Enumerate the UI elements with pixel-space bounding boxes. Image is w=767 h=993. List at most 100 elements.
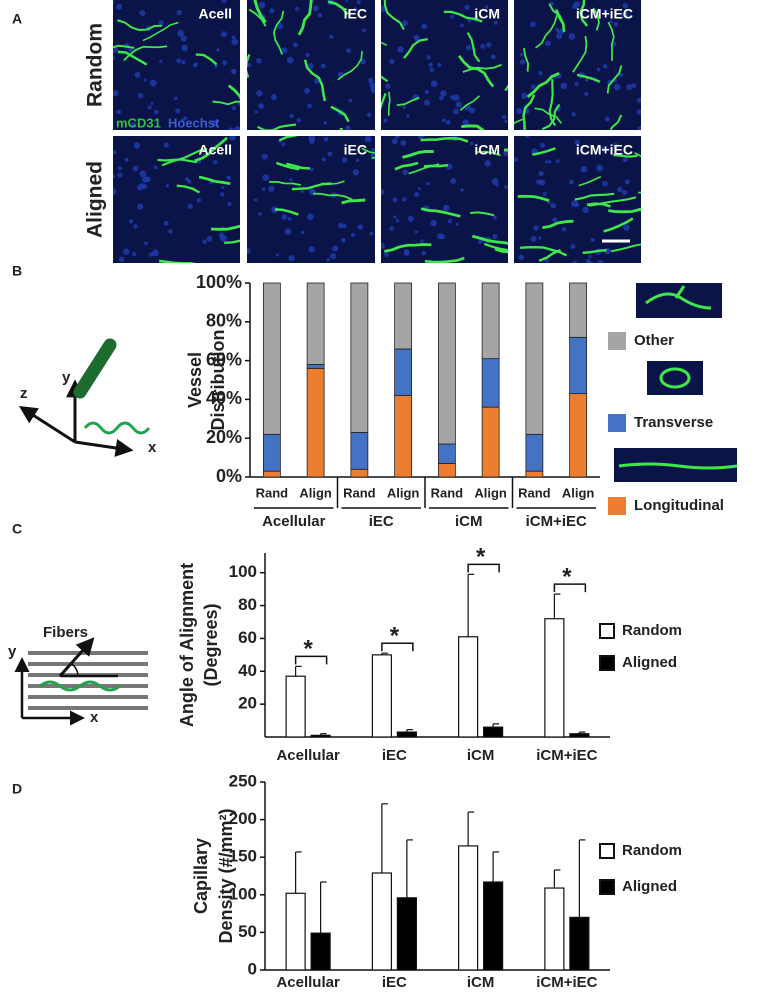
nucleus [480,43,486,49]
nucleus [441,118,446,123]
y-axis-title: (Degrees) [201,603,221,686]
axis-letter: x [90,709,99,726]
nucleus [544,160,548,164]
nucleus [329,34,334,39]
nucleus [369,82,375,89]
legend-swatch [599,623,615,639]
nucleus [308,188,315,195]
bar-segment [481,358,500,408]
significance-mark: * [390,623,400,650]
nucleus [600,146,607,152]
nucleus [385,83,391,89]
nucleus [571,200,579,208]
nucleus [211,120,218,127]
panel-label: D [12,781,22,797]
bar [310,932,331,971]
nucleus [438,95,444,101]
bar-segment [350,431,369,470]
axis-letter: y [62,369,71,386]
nucleus [227,201,232,207]
nucleus [455,222,459,227]
nucleus [214,64,218,68]
nucleus [342,224,347,229]
vessel [610,243,641,253]
nucleus [168,229,173,234]
nucleus [493,20,498,25]
nucleus [572,3,578,10]
y-tick-label: 100 [229,562,257,581]
vessel [394,161,419,171]
vessel [269,181,301,186]
vessel [142,21,179,42]
micrograph [247,136,375,263]
nucleus [258,1,266,9]
nucleus [597,259,604,263]
image-label: iCM [474,6,500,22]
vessel [603,217,634,233]
significance-bracket [381,642,414,652]
nucleus [163,220,169,226]
nucleus [450,178,457,185]
nucleus [538,71,543,76]
vessel [634,152,641,158]
bar-segment [350,282,369,433]
image-label: iEC [344,142,367,158]
nucleus [530,84,536,90]
nucleus [624,179,630,185]
vessel [273,10,285,55]
y-tick-label: 150 [229,847,257,866]
nucleus [345,0,349,3]
vessel [381,75,389,83]
bar-segment [350,468,369,478]
vessel [592,7,600,31]
axis-letter: x [148,439,157,456]
nucleus [362,28,367,33]
nucleus [402,197,407,202]
legend-label: Other [634,332,674,349]
nucleus [631,83,637,89]
nucleus [536,179,542,185]
axis-letter: y [8,643,17,660]
nucleus [596,164,604,172]
nucleus [570,243,576,249]
nucleus [116,109,122,115]
vessel [443,10,483,23]
bar [483,881,504,971]
nucleus [452,94,460,101]
vessel [579,0,589,27]
nucleus [262,174,270,181]
nucleus [495,183,499,187]
nucleus [231,35,236,40]
nucleus [144,241,148,246]
vessel [578,175,602,187]
fibers-label: Fibers [43,624,88,641]
nucleus [287,216,292,221]
legend-label: Aligned [622,878,677,895]
x-tick-label: Rand [256,485,289,500]
x-tick-label: iCM [467,974,495,991]
nucleus [341,157,348,163]
vessel [224,239,240,244]
bar-segment [569,336,588,394]
vessel [210,224,240,231]
nucleus [307,62,314,69]
micrograph [247,0,375,130]
bar [569,733,590,738]
vessel [466,32,481,63]
significance-bracket [467,563,500,573]
y-tick-label: 80 [238,595,257,614]
vessel [606,65,623,94]
thumb-bg [647,361,703,395]
nucleus [247,247,251,255]
nucleus [514,157,518,162]
nucleus [425,181,430,186]
vessel [257,123,297,130]
vessel [247,54,251,78]
nucleus [323,121,327,125]
nucleus [321,157,326,162]
bar-segment [306,282,325,365]
nucleus [636,97,641,103]
nucleus [401,20,409,27]
nucleus [530,235,537,242]
